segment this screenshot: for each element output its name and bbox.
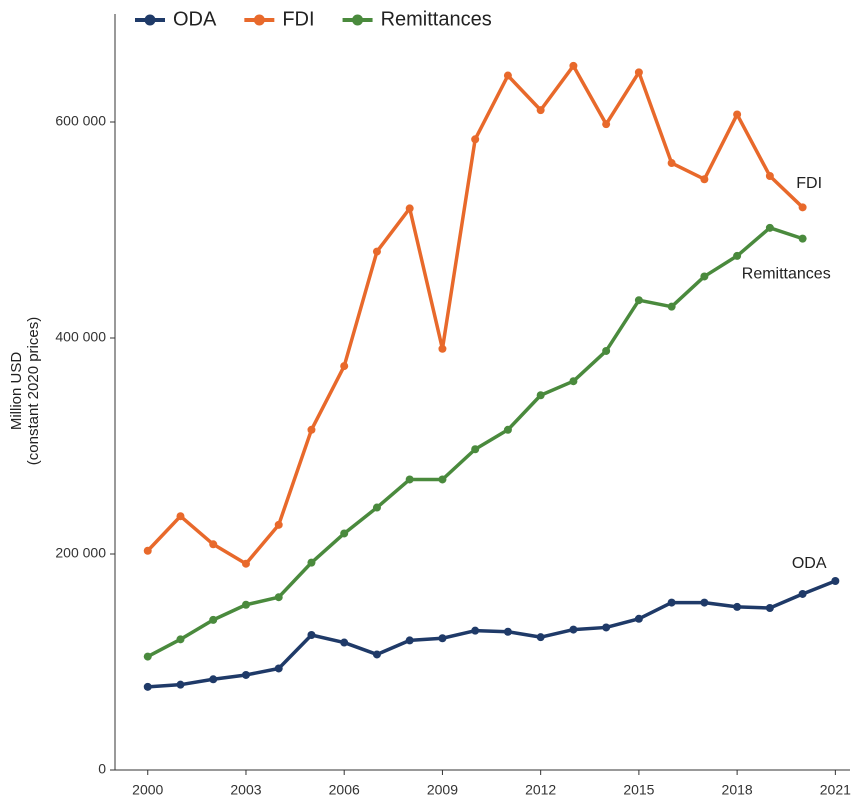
data-point (471, 135, 480, 144)
data-point (503, 71, 512, 80)
data-point (405, 204, 414, 213)
data-point (274, 664, 283, 673)
data-point (634, 68, 643, 77)
x-tick-label: 2012 (525, 782, 556, 797)
data-point (241, 559, 250, 568)
y-tick-label: 600 000 (55, 113, 106, 129)
data-point (831, 577, 840, 585)
x-tick-label: 2006 (329, 782, 360, 797)
data-point (667, 302, 676, 311)
data-point (176, 512, 185, 521)
data-point (569, 625, 578, 634)
data-point (340, 362, 349, 371)
data-point (405, 475, 414, 484)
data-point (733, 602, 742, 611)
data-point (700, 175, 709, 184)
data-point (372, 503, 381, 512)
data-point (798, 203, 807, 212)
x-tick-label: 2018 (722, 782, 753, 797)
data-point (274, 520, 283, 529)
data-point (372, 650, 381, 659)
data-point (700, 272, 709, 281)
data-point (438, 475, 447, 484)
data-point (765, 223, 774, 232)
data-point (536, 633, 545, 642)
data-point (143, 652, 152, 661)
legend-swatch-dot (144, 14, 156, 26)
data-point (274, 593, 283, 602)
x-tick-label: 2015 (623, 782, 654, 797)
data-point (536, 391, 545, 400)
data-point (209, 540, 218, 549)
data-point (241, 670, 250, 679)
data-point (209, 615, 218, 624)
data-point (569, 61, 578, 70)
x-tick-label: 2009 (427, 782, 458, 797)
data-point (143, 546, 152, 555)
data-point (667, 598, 676, 607)
legend-swatch-dot (253, 14, 265, 26)
x-tick-label: 2000 (132, 782, 163, 797)
data-point (209, 675, 218, 684)
data-point (569, 377, 578, 386)
y-axis-title-line: Million USD (8, 352, 25, 431)
data-point (307, 558, 316, 567)
legend-label: ODA (173, 8, 217, 30)
data-point (798, 589, 807, 598)
data-point (765, 604, 774, 612)
data-point (471, 445, 480, 454)
annotation: Remittances (742, 265, 831, 282)
data-point (602, 623, 611, 632)
data-point (536, 106, 545, 115)
data-point (241, 600, 250, 609)
y-tick-label: 400 000 (55, 329, 106, 345)
x-tick-label: 2021 (820, 782, 851, 797)
data-point (438, 634, 447, 643)
data-point (733, 110, 742, 119)
data-point (372, 247, 381, 256)
series-line (146, 226, 804, 659)
data-point (602, 346, 611, 355)
data-point (798, 234, 807, 243)
legend-swatch-dot (352, 14, 364, 26)
data-point (471, 626, 480, 635)
data-point (405, 636, 414, 645)
data-point (634, 614, 643, 623)
y-tick-label: 200 000 (55, 545, 106, 561)
data-point (340, 638, 349, 647)
data-point (503, 425, 512, 434)
x-tick-label: 2003 (230, 782, 261, 797)
y-axis-title: Million USD (constant 2020 prices) (8, 317, 42, 465)
series-line (147, 579, 836, 689)
data-point (503, 627, 512, 636)
legend-label: FDI (282, 8, 314, 30)
y-axis-title-line: (constant 2020 prices) (25, 317, 42, 465)
data-point (700, 598, 709, 607)
data-point (634, 296, 643, 305)
data-point (765, 172, 774, 180)
data-point (733, 251, 742, 260)
data-point (340, 529, 349, 538)
data-point (307, 631, 316, 639)
legend-label: Remittances (381, 8, 492, 30)
annotation: ODA (792, 555, 827, 572)
data-point (176, 680, 185, 689)
data-point (602, 120, 611, 129)
data-point (307, 425, 316, 434)
data-point (176, 635, 185, 644)
data-point (438, 344, 447, 353)
data-point (143, 682, 152, 691)
annotation: FDI (796, 175, 822, 192)
y-tick-label: 0 (98, 761, 106, 777)
data-point (667, 159, 676, 168)
